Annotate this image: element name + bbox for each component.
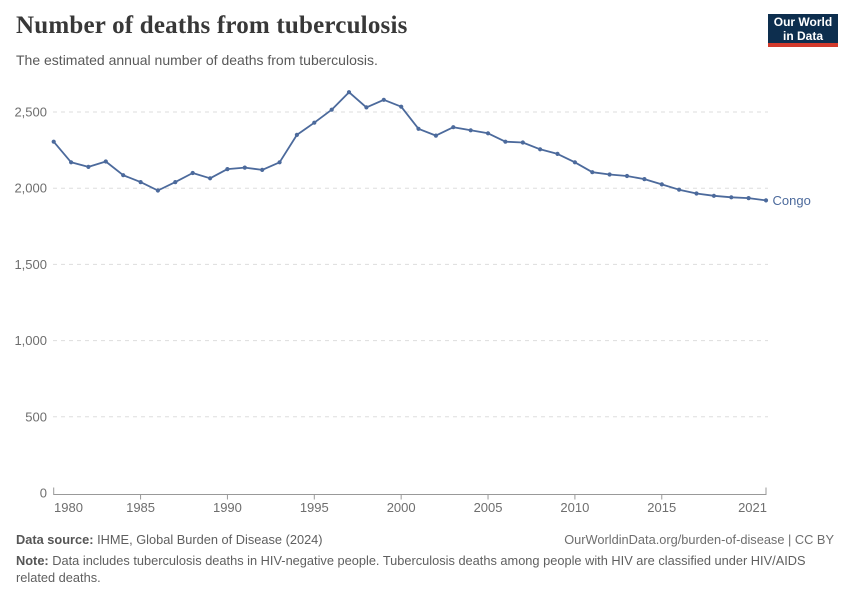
data-point-marker	[520, 140, 525, 145]
data-point-marker	[746, 196, 751, 201]
data-point-marker	[86, 164, 91, 169]
data-source-label: Data source:	[16, 532, 94, 547]
y-tick-label: 500	[25, 409, 47, 424]
y-tick-label: 2,500	[14, 105, 47, 120]
data-point-marker	[399, 104, 404, 109]
x-tick-label: 2015	[647, 500, 676, 515]
x-tick-label: 2010	[560, 500, 589, 515]
data-point-marker	[538, 147, 543, 152]
data-point-marker	[642, 177, 647, 182]
chart-footer: Data source: IHME, Global Burden of Dise…	[16, 531, 834, 587]
x-tick-label: 2000	[387, 500, 416, 515]
y-tick-label: 2,000	[14, 181, 47, 196]
data-point-marker	[294, 132, 299, 137]
data-point-marker	[694, 191, 699, 196]
note-value: Data includes tuberculosis deaths in HIV…	[16, 552, 806, 586]
data-point-marker	[677, 187, 682, 192]
data-point-marker	[364, 105, 369, 110]
x-tick-label: 2021	[738, 500, 767, 515]
data-point-marker	[173, 180, 178, 185]
owid-logo-line1: Our World	[773, 14, 833, 29]
x-tick-label: 1985	[126, 500, 155, 515]
x-axis-line	[53, 487, 767, 495]
data-point-marker	[503, 139, 508, 144]
data-point-marker	[590, 170, 595, 175]
data-point-marker	[763, 198, 769, 203]
data-point-marker	[329, 107, 334, 112]
data-point-marker	[121, 173, 126, 178]
data-point-marker	[69, 160, 74, 165]
data-point-marker	[381, 97, 386, 102]
owid-logo: Our World in Data	[768, 14, 838, 47]
data-point-marker	[260, 167, 265, 172]
data-point-marker	[208, 176, 213, 181]
data-point-marker	[103, 159, 108, 164]
data-point-marker	[190, 170, 195, 176]
data-point-marker	[659, 182, 664, 187]
data-point-marker	[711, 193, 717, 198]
data-point-marker	[416, 126, 421, 131]
chart-subtitle: The estimated annual number of deaths fr…	[16, 52, 378, 68]
data-point-marker	[346, 90, 352, 95]
data-source: Data source: IHME, Global Burden of Dise…	[16, 531, 323, 549]
data-point-marker	[485, 131, 491, 136]
x-tick-label: 1980	[54, 500, 83, 515]
data-point-marker	[138, 180, 143, 185]
series-end-label: Congo	[773, 193, 811, 208]
data-point-marker	[555, 151, 560, 156]
data-point-marker	[468, 128, 473, 133]
data-point-marker	[433, 133, 438, 138]
data-point-marker	[572, 160, 578, 165]
data-point-marker	[451, 125, 456, 130]
owid-logo-line2: in Data	[782, 28, 823, 43]
data-point-marker	[729, 195, 734, 200]
data-point-marker	[312, 120, 317, 125]
data-point-marker	[277, 160, 282, 165]
page-title: Number of deaths from tuberculosis	[16, 12, 408, 39]
note-label: Note:	[16, 552, 49, 568]
trend-line	[52, 91, 767, 202]
data-source-value: IHME, Global Burden of Disease (2024)	[93, 532, 323, 547]
y-tick-label: 1,500	[14, 257, 47, 272]
data-point-marker	[607, 172, 612, 177]
data-point-marker	[155, 188, 160, 193]
x-tick-label: 2005	[474, 500, 503, 515]
x-tick-label: 1995	[300, 500, 329, 515]
chart-note: Note: Data includes tuberculosis deaths …	[16, 552, 834, 587]
owid-url-link[interactable]: OurWorldinData.org/burden-of-disease | C…	[564, 532, 834, 547]
data-point-marker	[624, 173, 630, 179]
data-point-marker	[225, 167, 230, 172]
x-tick-label: 1990	[213, 500, 242, 515]
y-tick-label: 0	[40, 486, 47, 501]
data-point-marker	[51, 139, 56, 144]
data-point-marker	[242, 165, 247, 170]
y-tick-label: 1,000	[14, 333, 47, 348]
